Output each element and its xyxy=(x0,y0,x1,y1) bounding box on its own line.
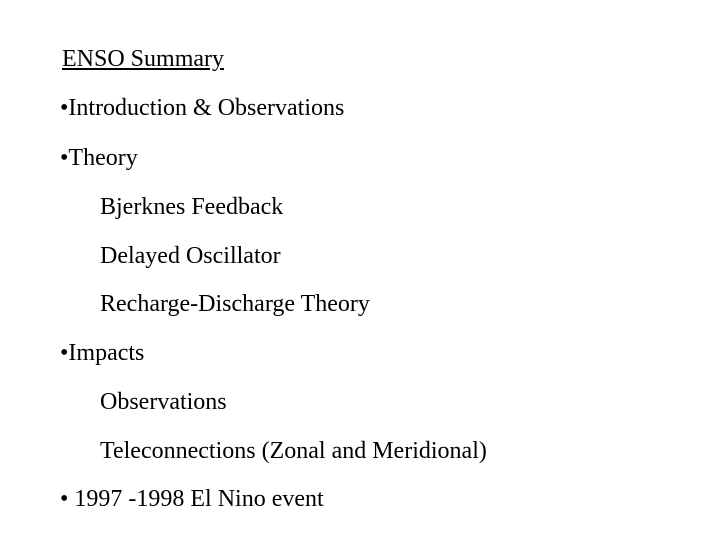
slide-title: ENSO Summary xyxy=(62,46,660,73)
bullet-marker-icon: • xyxy=(60,340,68,366)
bullet-item: •Introduction & Observations xyxy=(60,95,660,123)
bullet-marker-icon: • xyxy=(60,486,68,512)
bullet-item: • 1997 -1998 El Nino event xyxy=(60,486,660,514)
sub-item: Delayed Oscillator xyxy=(100,243,660,269)
bullet-text: Theory xyxy=(68,145,137,171)
sub-item: Recharge-Discharge Theory xyxy=(100,291,660,317)
bullet-text: 1997 -1998 El Nino event xyxy=(68,486,323,512)
sub-item: Bjerknes Feedback xyxy=(100,194,660,220)
bullet-text: Impacts xyxy=(68,340,144,366)
bullet-marker-icon: • xyxy=(60,145,68,171)
bullet-item: •Theory xyxy=(60,145,660,173)
sub-item: Teleconnections (Zonal and Meridional) xyxy=(100,438,660,464)
slide: ENSO Summary •Introduction & Observation… xyxy=(0,0,720,540)
bullet-item: •Impacts xyxy=(60,340,660,368)
bullet-text: Introduction & Observations xyxy=(68,95,344,121)
bullet-marker-icon: • xyxy=(60,95,68,121)
sub-item: Observations xyxy=(100,389,660,415)
